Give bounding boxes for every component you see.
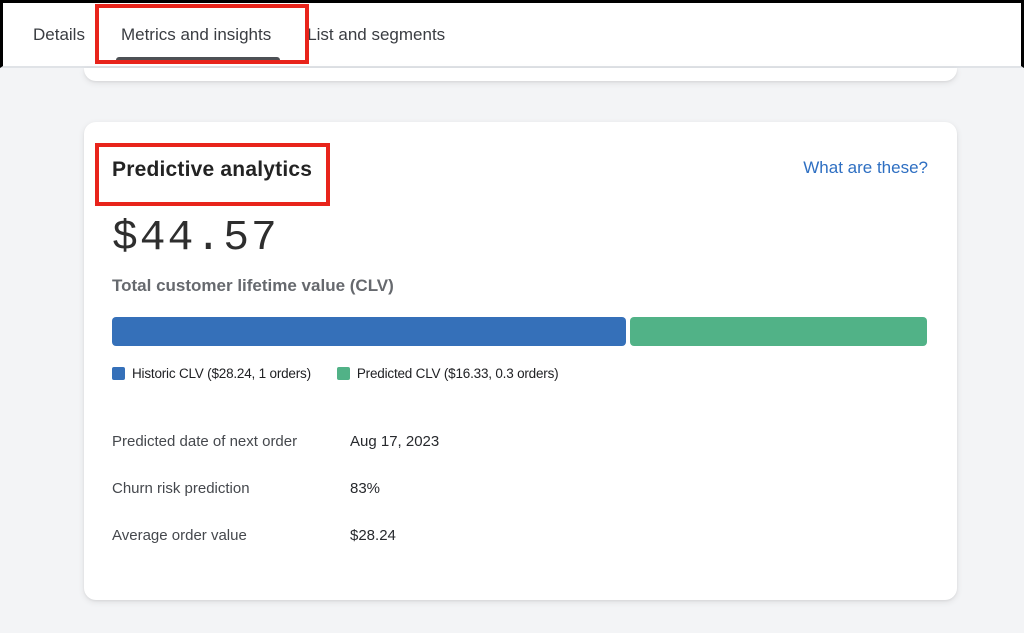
tab-list-and-segments-label: List and segments xyxy=(307,24,446,44)
tab-list: Details Metrics and insights List and se… xyxy=(3,3,1021,66)
historic-clv-bar-segment xyxy=(112,317,626,346)
selected-tab-underline xyxy=(115,57,281,63)
legend-label-historic: Historic CLV ($28.24, 1 orders) xyxy=(132,366,311,381)
legend-label-predicted: Predicted CLV ($16.33, 0.3 orders) xyxy=(356,366,559,381)
tab-metrics-and-insights[interactable]: Metrics and insights xyxy=(115,3,281,66)
detail-row-next-order: Predicted date of next order Aug 17, 202… xyxy=(112,433,928,450)
clv-stacked-bar xyxy=(112,317,927,346)
predictive-analytics-card: Predictive analytics What are these? $44… xyxy=(84,122,957,600)
historic-clv-swatch-icon xyxy=(112,367,125,380)
legend-item-predicted: Predicted CLV ($16.33, 0.3 orders) xyxy=(336,366,559,381)
legend-item-historic: Historic CLV ($28.24, 1 orders) xyxy=(112,366,311,381)
detail-value: 83% xyxy=(350,480,381,497)
what-are-these-link[interactable]: What are these? xyxy=(803,158,928,177)
card-header: Predictive analytics What are these? xyxy=(112,158,928,182)
detail-label: Predicted date of next order xyxy=(112,433,298,450)
prediction-details-list: Predicted date of next order Aug 17, 202… xyxy=(112,433,928,544)
clv-total-value: $44.57 xyxy=(112,213,279,262)
detail-label: Churn risk prediction xyxy=(112,480,250,497)
detail-value: $28.24 xyxy=(350,527,396,544)
predicted-clv-swatch-icon xyxy=(336,367,350,380)
detail-label: Average order value xyxy=(112,527,247,544)
tab-details-label: Details xyxy=(33,24,85,44)
tab-bar: Details Metrics and insights List and se… xyxy=(0,0,1024,68)
clv-total-label: Total customer lifetime value (CLV) xyxy=(112,276,394,295)
partial-card-above xyxy=(84,68,957,81)
predicted-clv-bar-segment xyxy=(629,317,927,346)
tab-metrics-and-insights-label: Metrics and insights xyxy=(120,24,272,44)
tab-details[interactable]: Details xyxy=(30,3,88,66)
tab-list-and-segments[interactable]: List and segments xyxy=(304,3,448,66)
clv-legend: Historic CLV ($28.24, 1 orders) Predicte… xyxy=(112,366,928,381)
detail-row-churn-risk: Churn risk prediction 83% xyxy=(112,480,928,497)
detail-value: Aug 17, 2023 xyxy=(350,433,440,450)
detail-row-average-order-value: Average order value $28.24 xyxy=(112,527,928,544)
card-title: Predictive analytics xyxy=(112,158,313,181)
